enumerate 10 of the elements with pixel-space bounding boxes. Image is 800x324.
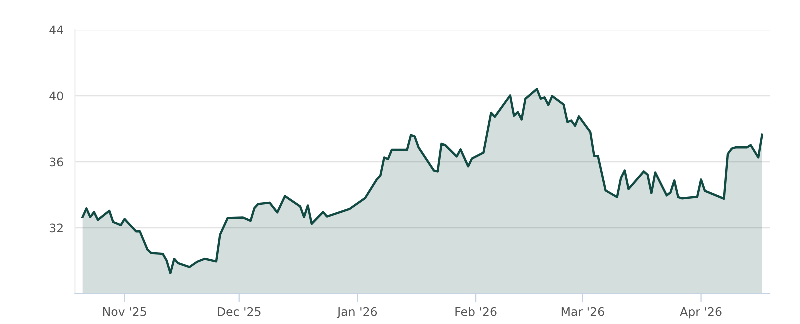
y-tick-label: 32 xyxy=(50,224,63,233)
x-tick-label: Nov '25 xyxy=(103,307,146,316)
x-tick-label: Mar '26 xyxy=(562,307,604,316)
x-tick-label: Feb '26 xyxy=(456,307,497,316)
y-tick-label: 44 xyxy=(50,26,64,34)
y-tick-label: 40 xyxy=(50,92,64,101)
x-tick-label: Apr '26 xyxy=(680,307,722,319)
x-tick-label: Dec '25 xyxy=(218,307,261,316)
x-tick-label: Jan '26 xyxy=(336,307,378,319)
y-tick-label: 36 xyxy=(50,158,64,167)
